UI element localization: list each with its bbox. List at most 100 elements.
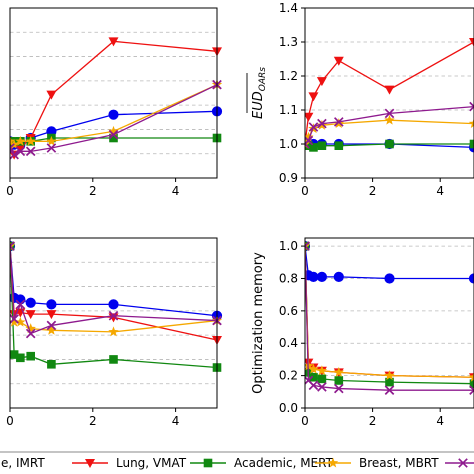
data-point [10,314,19,324]
data-point [305,241,310,251]
data-point [469,101,474,112]
plot-frame [9,237,218,409]
legend: e, IMRT Lung, VMAT Academic, MERT Breast, M… [0,451,474,474]
data-point [26,351,35,361]
data-point [108,129,119,140]
data-point [305,360,314,371]
data-point [308,380,319,391]
data-point [305,112,314,122]
data-point [316,77,327,87]
x-tick-label: 0 [6,184,14,198]
series-group [305,240,474,395]
legend-label: Academic, MERT [234,456,334,470]
y-axis-label: Optimization memory [251,252,266,394]
data-point [15,299,26,310]
legend-label: e, IMRT [1,456,45,470]
data-point [15,316,26,327]
panel-top-right: 0 2 4 0.9 1.0 1.1 1.2 1.3 1.4 EUDOARs [246,1,474,198]
legend-marker [458,458,468,468]
data-point [384,385,395,395]
data-point [316,365,328,376]
plot-frame [304,7,474,179]
x-tick-label: 4 [172,414,180,428]
data-point [25,135,36,146]
data-point [333,117,344,127]
y-tick-label: 0.0 [279,401,298,415]
data-point [317,382,327,392]
data-point [10,241,15,251]
data-point [10,143,15,153]
data-point [317,374,327,384]
data-point [308,271,319,282]
data-point [25,310,36,320]
data-point [25,297,36,308]
y-tick-label: 0.8 [279,271,298,285]
y-tick-label: 0.9 [279,171,298,185]
y-tick-label: 1.1 [279,103,298,117]
y-tick-label: 1.0 [279,239,298,253]
data-point [305,135,314,146]
y-tick-label: 1.0 [279,137,298,151]
data-point [15,144,26,153]
series-line [305,246,474,385]
data-point [25,146,36,157]
x-tick-label: 2 [369,184,377,198]
legend-marker [327,457,339,468]
data-point [308,92,319,102]
y-tick-label: 0.2 [279,369,298,383]
legend-entry: Lung, VMAT [72,456,187,470]
y-tick-label: 0.6 [279,304,298,318]
x-tick-label: 0 [6,414,14,428]
data-point [109,133,118,143]
data-point [15,135,26,146]
data-point [47,359,56,369]
data-point [468,371,474,382]
legend-entry: Academic, MERT [190,456,334,470]
data-point [108,109,119,120]
gridlines [10,261,217,385]
data-point [109,355,118,364]
x-tick-label: 2 [89,184,97,198]
data-point [317,141,327,150]
y-axis-label: EUDOARs [251,67,268,119]
x-tick-label: 4 [172,184,180,198]
data-point [385,139,394,149]
x-tick-label: 4 [436,184,444,198]
data-point [108,299,119,310]
data-point [384,273,395,284]
data-point [309,143,318,152]
data-point [469,38,474,47]
data-point [385,377,394,387]
x-tick-label: 4 [436,414,444,428]
legend-entry: e, IMRT [1,456,45,470]
data-point [25,328,36,339]
series-group [305,38,474,153]
data-point [316,271,327,282]
y-tick-label: 1.3 [279,35,298,49]
y-tick-label: 0.4 [279,336,298,350]
data-point [334,141,344,150]
data-point [108,310,119,321]
data-point [305,141,313,150]
data-point [46,310,57,320]
data-point [469,385,474,395]
data-point [108,326,119,337]
legend-label: Breast, MBRT [359,456,439,470]
y-tick-label: 1.4 [279,1,298,15]
x-tick-label: 2 [89,414,97,428]
data-point [468,118,474,129]
data-point [333,383,344,394]
data-point [46,135,57,146]
y-tick-label: 1.2 [279,69,298,83]
data-point [317,118,327,129]
data-point [46,324,57,335]
plot-frame [304,237,474,409]
data-point [333,56,344,66]
data-point [25,323,36,334]
series-group [10,37,223,160]
data-point [308,122,319,132]
panel-bottom-left: 024Sparse threshold (%) [6,237,223,474]
x-tick-label: 0 [301,184,309,198]
data-point [46,143,57,153]
